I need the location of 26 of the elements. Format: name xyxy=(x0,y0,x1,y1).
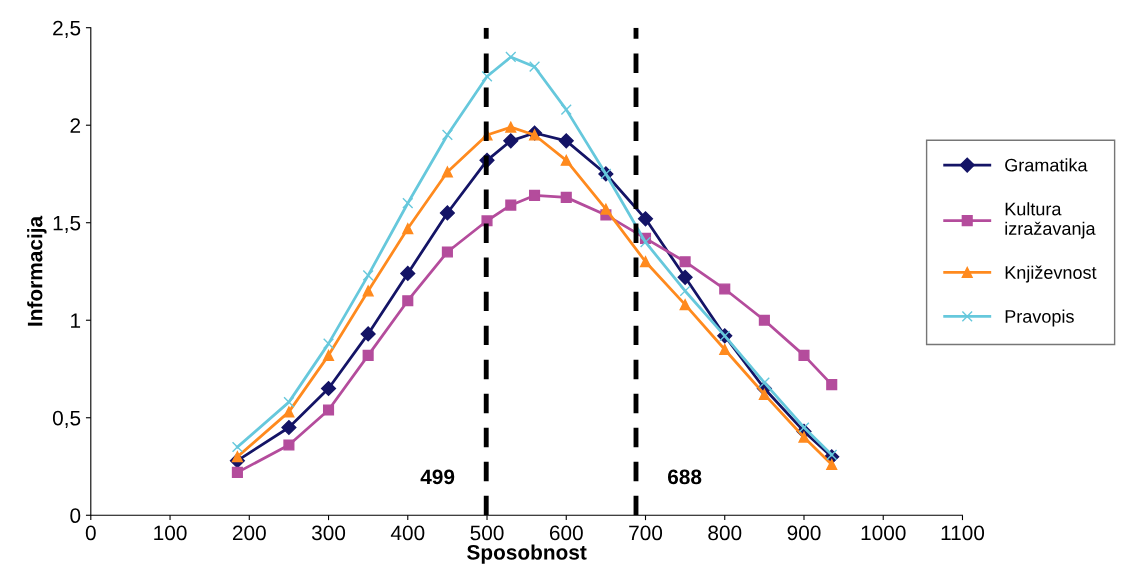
legend-label: Kultura izražavanja xyxy=(1005,202,1096,239)
x-tick-label: 500 xyxy=(470,525,504,541)
y-axis-title: Informacija xyxy=(27,215,47,326)
legend-label: Pravopis xyxy=(1005,309,1074,327)
x-tick-label: 700 xyxy=(629,525,663,541)
x-tick-label: 100 xyxy=(154,525,187,541)
legend-label: Književnost xyxy=(1005,265,1097,283)
ref-line-label: 688 xyxy=(667,469,702,485)
y-tick-label: 0 xyxy=(70,508,81,524)
x-tick-label: 600 xyxy=(549,525,583,541)
y-tick-label: 1 xyxy=(71,313,81,328)
y-tick-label: 0,5 xyxy=(52,410,81,428)
x-axis-title: Sposobnost xyxy=(467,544,587,564)
x-tick-label: 200 xyxy=(232,525,266,541)
y-tick-label: 2 xyxy=(70,118,81,133)
x-tick-label: 400 xyxy=(390,525,425,541)
y-tick-label: 1,5 xyxy=(53,215,81,233)
x-tick-label: 1100 xyxy=(941,525,985,541)
x-tick-label: 800 xyxy=(708,525,742,541)
ref-line-label: 499 xyxy=(420,469,455,485)
y-tick-label: 2,5 xyxy=(53,20,81,38)
legend-label: Gramatika xyxy=(1005,158,1088,172)
x-tick-label: 0 xyxy=(85,525,96,541)
x-tick-label: 900 xyxy=(787,525,821,541)
x-tick-label: 1000 xyxy=(861,525,906,541)
x-tick-label: 300 xyxy=(311,525,346,541)
